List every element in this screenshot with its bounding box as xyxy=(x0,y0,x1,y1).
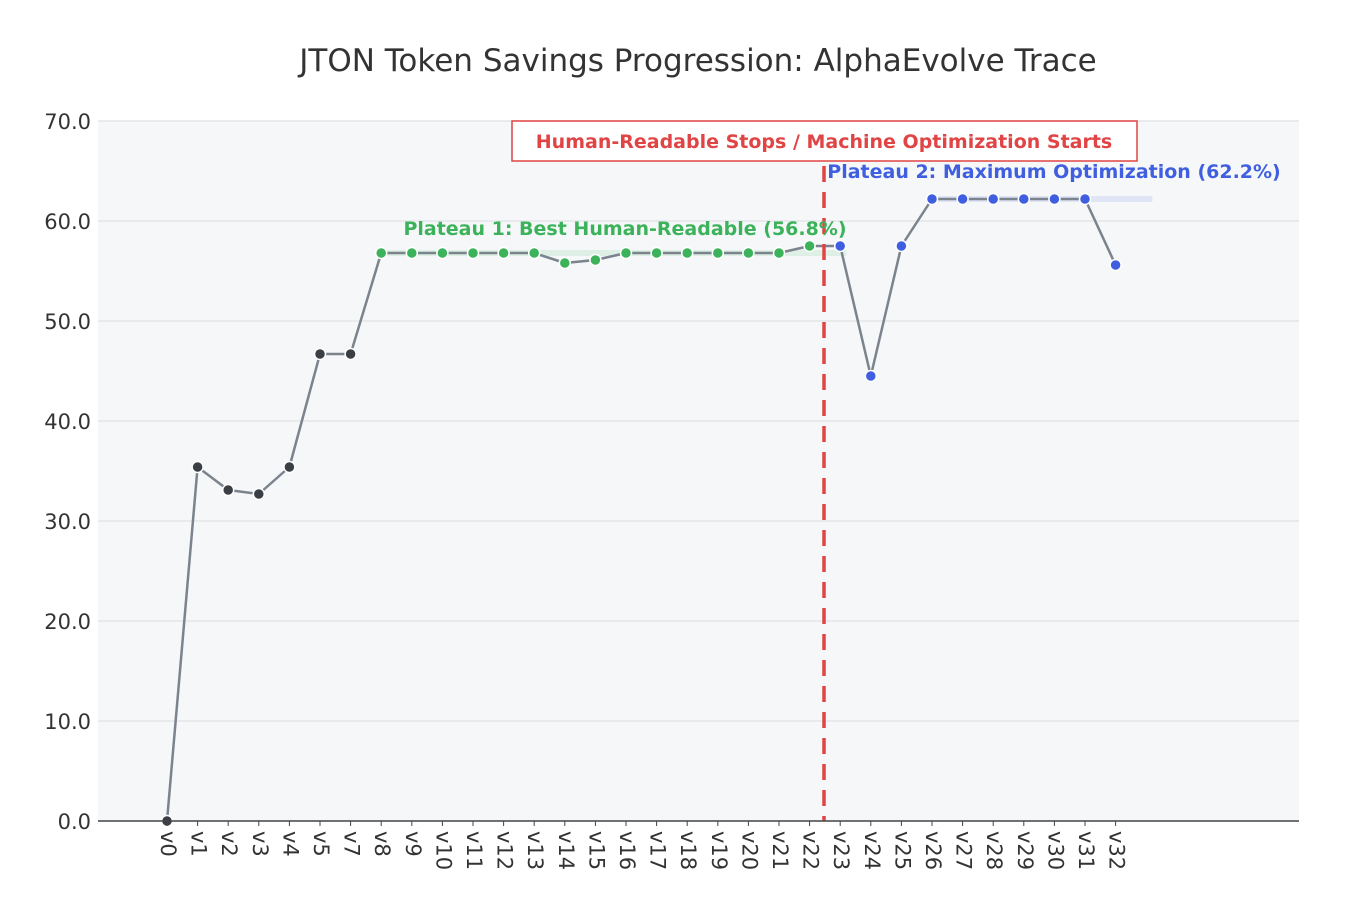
x-tick-label: v11 xyxy=(462,831,486,870)
x-tick-label: v21 xyxy=(768,831,792,870)
x-tick-label: v23 xyxy=(829,831,853,870)
x-tick-label: v26 xyxy=(921,831,945,870)
data-point xyxy=(986,192,1000,206)
y-tick-label: 0.0 xyxy=(58,810,91,834)
x-tick-label: v15 xyxy=(584,831,608,870)
x-tick-label: v2 xyxy=(217,831,241,857)
data-point xyxy=(374,246,388,260)
data-point xyxy=(497,246,510,260)
x-tick-label: v3 xyxy=(248,831,272,857)
data-point xyxy=(833,239,847,253)
y-tick-label: 70.0 xyxy=(44,110,91,134)
plateau1-label: Plateau 1: Best Human-Readable (56.8%) xyxy=(403,218,846,240)
data-point xyxy=(803,239,816,253)
data-point xyxy=(221,483,235,497)
data-point xyxy=(589,253,602,267)
y-tick-label: 40.0 xyxy=(44,410,91,434)
data-points xyxy=(160,192,1122,828)
x-tick-label: v27 xyxy=(952,831,976,870)
axes: 0.010.020.030.040.050.060.070.0v0 v1 v2 v3 v… xyxy=(44,110,1299,870)
data-point xyxy=(619,246,633,260)
data-point xyxy=(742,246,755,260)
x-tick-label: v10 xyxy=(431,831,455,870)
x-tick-label: v30 xyxy=(1043,831,1067,870)
data-point xyxy=(527,246,541,260)
y-tick-label: 50.0 xyxy=(44,310,91,334)
annotations: Human-Readable Stops / Machine Optimizat… xyxy=(403,120,1281,240)
x-tick-label: v31 xyxy=(1074,831,1098,870)
y-tick-label: 10.0 xyxy=(44,710,91,734)
x-tick-label: v9 xyxy=(401,831,425,857)
y-tick-label: 20.0 xyxy=(44,610,91,634)
x-tick-label: v14 xyxy=(554,831,578,870)
data-point xyxy=(405,246,419,260)
x-tick-label: v25 xyxy=(890,831,914,870)
data-point xyxy=(711,246,725,260)
data-point xyxy=(252,487,266,501)
data-point xyxy=(313,347,327,361)
data-point xyxy=(1109,258,1122,272)
x-tick-label: v5 xyxy=(309,831,333,857)
data-point xyxy=(283,460,296,474)
x-tick-label: v20 xyxy=(737,831,761,870)
x-tick-label: v29 xyxy=(1013,831,1037,870)
x-tick-label: v22 xyxy=(799,831,823,870)
x-tick-label: v32 xyxy=(1105,831,1129,870)
chart-title: JTON Token Savings Progression: AlphaEvo… xyxy=(297,43,1097,79)
data-point xyxy=(436,246,449,260)
x-tick-label: v19 xyxy=(707,831,731,870)
data-point xyxy=(895,239,908,253)
x-tick-label: v8 xyxy=(370,831,394,857)
data-point xyxy=(650,246,663,260)
divider-label: Human-Readable Stops / Machine Optimizat… xyxy=(536,131,1112,153)
x-tick-label: v4 xyxy=(278,831,302,857)
data-point xyxy=(466,246,480,260)
data-point xyxy=(558,256,572,270)
data-point xyxy=(864,369,878,383)
x-tick-label: v28 xyxy=(982,831,1006,870)
data-point xyxy=(191,460,204,474)
y-tick-label: 30.0 xyxy=(44,510,91,534)
x-tick-label: v24 xyxy=(860,831,884,870)
data-point xyxy=(680,246,694,260)
data-point xyxy=(1048,192,1061,206)
data-point xyxy=(925,192,939,206)
data-point xyxy=(1017,192,1031,206)
x-tick-label: v13 xyxy=(523,831,547,870)
x-tick-label: v18 xyxy=(676,831,700,870)
data-point xyxy=(956,192,969,206)
x-tick-label: v12 xyxy=(493,831,517,870)
data-point xyxy=(772,246,786,260)
divider-label-box xyxy=(511,120,1138,162)
x-tick-label: v0 xyxy=(156,831,180,857)
plot-area xyxy=(98,121,1299,821)
y-tick-label: 60.0 xyxy=(44,210,91,234)
data-point xyxy=(344,347,357,361)
x-tick-label: v16 xyxy=(615,831,639,870)
plateau2-label: Plateau 2: Maximum Optimization (62.2%) xyxy=(827,161,1280,183)
data-point xyxy=(1078,192,1092,206)
x-tick-label: v17 xyxy=(646,831,670,870)
x-tick-label: v7 xyxy=(340,831,364,857)
x-tick-label: v1 xyxy=(187,831,211,857)
